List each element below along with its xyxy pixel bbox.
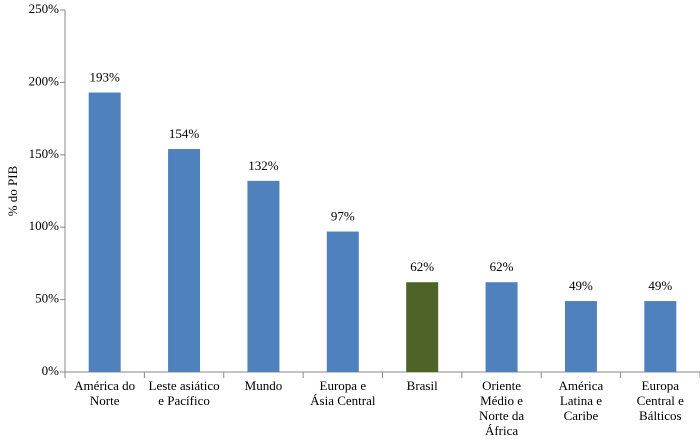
y-tick-label: 0% [42, 363, 60, 378]
y-tick-label: 250% [29, 1, 60, 16]
bar [168, 149, 201, 372]
x-tick-label: Oriente Médio e Norte da África [479, 378, 525, 438]
x-tick-label: América do Norte [74, 378, 136, 408]
x-tick-label: Europa Central e Bálticos [636, 378, 684, 423]
bar [247, 180, 280, 372]
y-tick-label: 150% [29, 146, 60, 161]
y-tick-label: 200% [29, 73, 60, 88]
x-tick-label: Europa e Ásia Central [310, 378, 376, 408]
value-label: 49% [569, 278, 593, 293]
value-label: 62% [410, 259, 434, 274]
value-label: 132% [248, 158, 279, 173]
value-label: 154% [169, 126, 200, 141]
x-tick-label: Brasil [406, 378, 438, 393]
bar [88, 92, 121, 372]
bar [564, 301, 597, 372]
value-label: 193% [90, 70, 121, 85]
y-tick-label: 50% [35, 291, 59, 306]
bar [485, 282, 518, 372]
x-tick-label: América Latina e Caribe [558, 378, 604, 423]
x-tick-label: Mundo [244, 378, 283, 393]
bar [406, 282, 439, 372]
value-label: 97% [331, 209, 355, 224]
x-tick-label: Leste asiático e Pacífico [148, 378, 220, 408]
value-label: 62% [490, 259, 514, 274]
value-label: 49% [648, 278, 672, 293]
y-tick-label: 100% [29, 218, 60, 233]
y-axis-label: % do PIB [5, 165, 20, 216]
bar [326, 231, 359, 372]
bar [644, 301, 677, 372]
